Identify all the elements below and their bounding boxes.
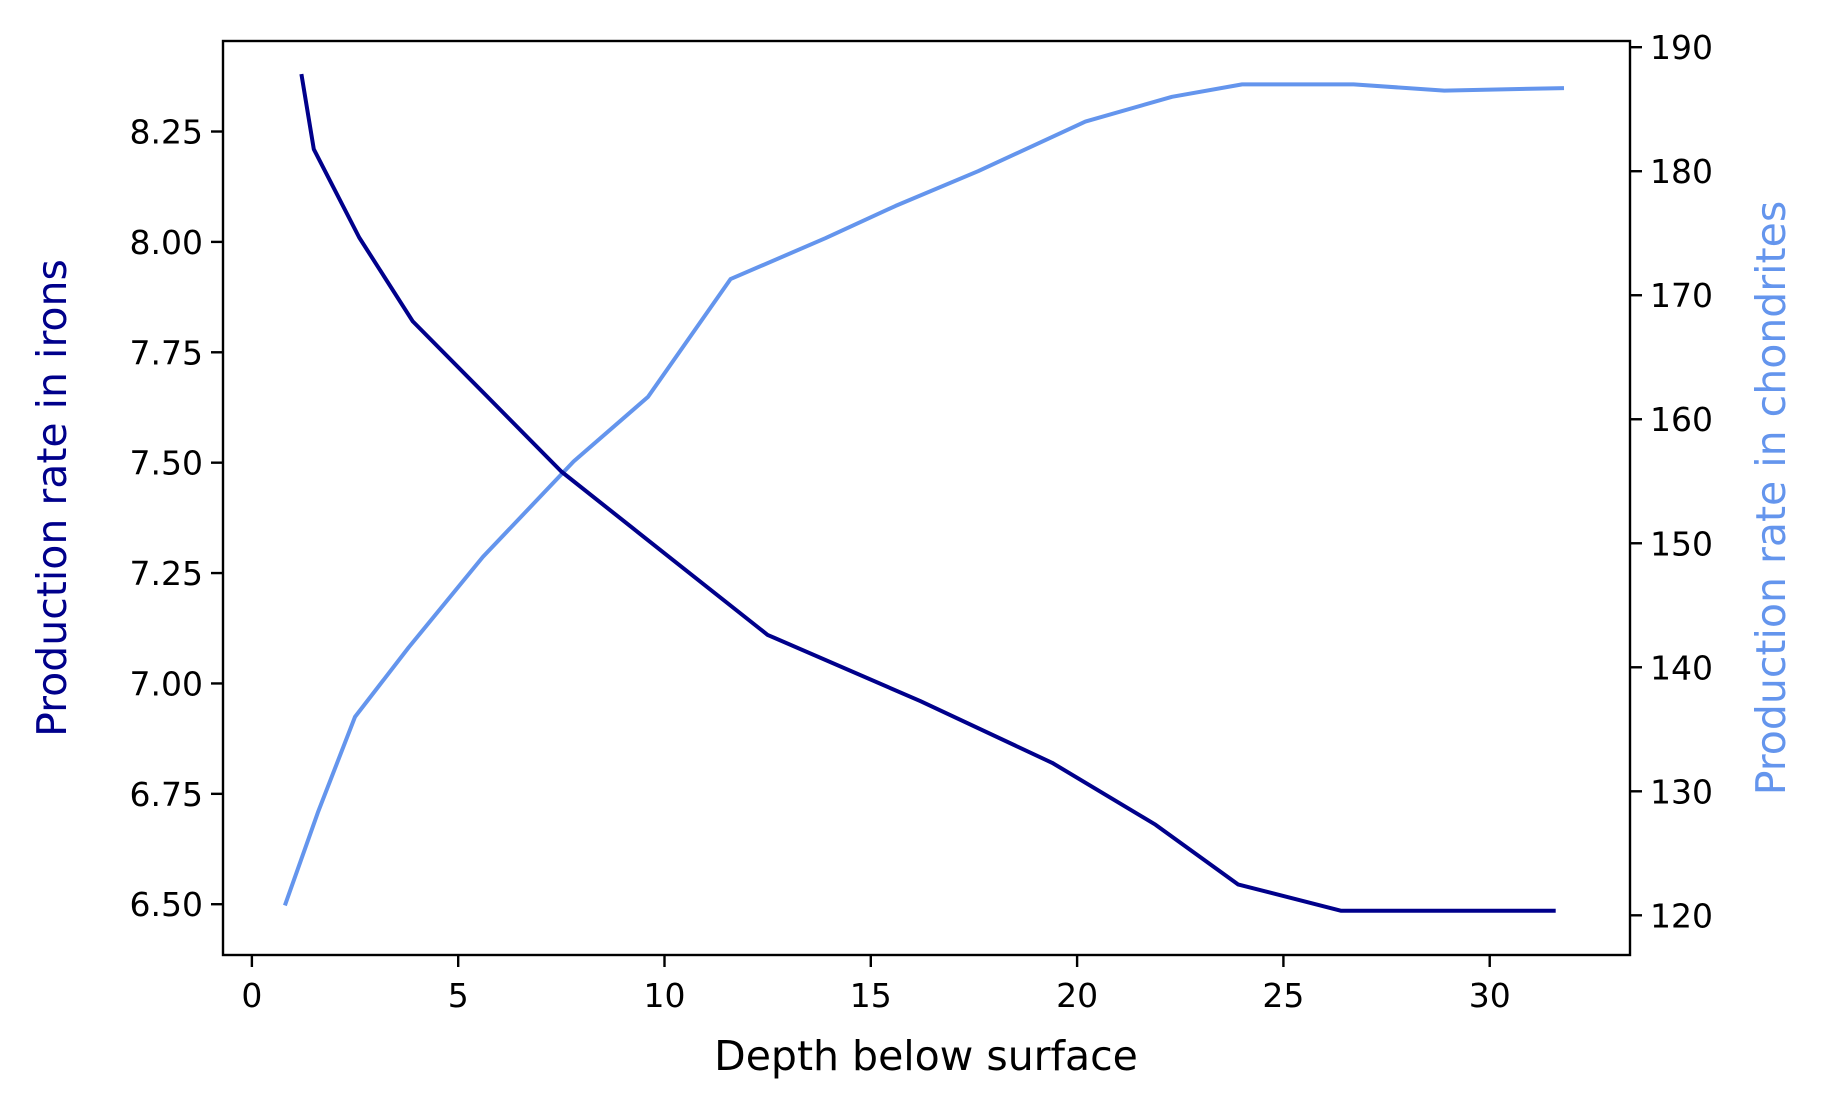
series-line-chondrites [283,82,1565,907]
x-axis-title: Depth below surface [714,1032,1138,1080]
plot-frame [221,39,1632,957]
right-y-tick-label: 150 [1650,524,1713,563]
right-y-axis-title: Production rate in chondrites [1747,201,1795,795]
left-y-tick-label: 6.75 [130,775,203,814]
right-y-tick-label: 180 [1650,152,1713,191]
right-y-tick-label: 140 [1650,648,1713,687]
left-y-tick-label: 7.00 [130,664,203,703]
x-tick-label: 20 [1056,976,1098,1015]
right-y-tick-label: 170 [1650,276,1713,315]
x-tick-label: 30 [1469,976,1511,1015]
series-line-irons [299,73,1556,913]
left-y-axis-title: Production rate in irons [28,259,76,737]
right-y-axis: 120 130 140 150 160 170 180 190 [1630,28,1713,935]
left-y-tick-label: 7.75 [130,333,203,372]
right-y-tick-label: 120 [1650,896,1713,935]
right-y-tick-label: 190 [1650,28,1713,67]
x-tick-label: 15 [850,976,892,1015]
x-tick-label: 10 [643,976,685,1015]
left-y-tick-label: 8.25 [130,113,203,152]
left-y-tick-label: 7.25 [130,554,203,593]
x-tick-label: 25 [1262,976,1304,1015]
left-y-tick-label: 6.50 [130,885,203,924]
left-y-tick-label: 8.00 [130,223,203,262]
left-y-tick-label: 7.50 [130,444,203,483]
left-y-axis: 6.50 6.75 7.00 7.25 7.50 7.75 8.00 8.25 [130,113,223,924]
x-tick-label: 0 [241,976,262,1015]
right-y-tick-label: 130 [1650,772,1713,811]
x-tick-label: 5 [448,976,469,1015]
right-y-tick-label: 160 [1650,400,1713,439]
plot-area [283,73,1565,913]
x-axis: 0 5 10 15 20 25 30 [241,955,1511,1015]
